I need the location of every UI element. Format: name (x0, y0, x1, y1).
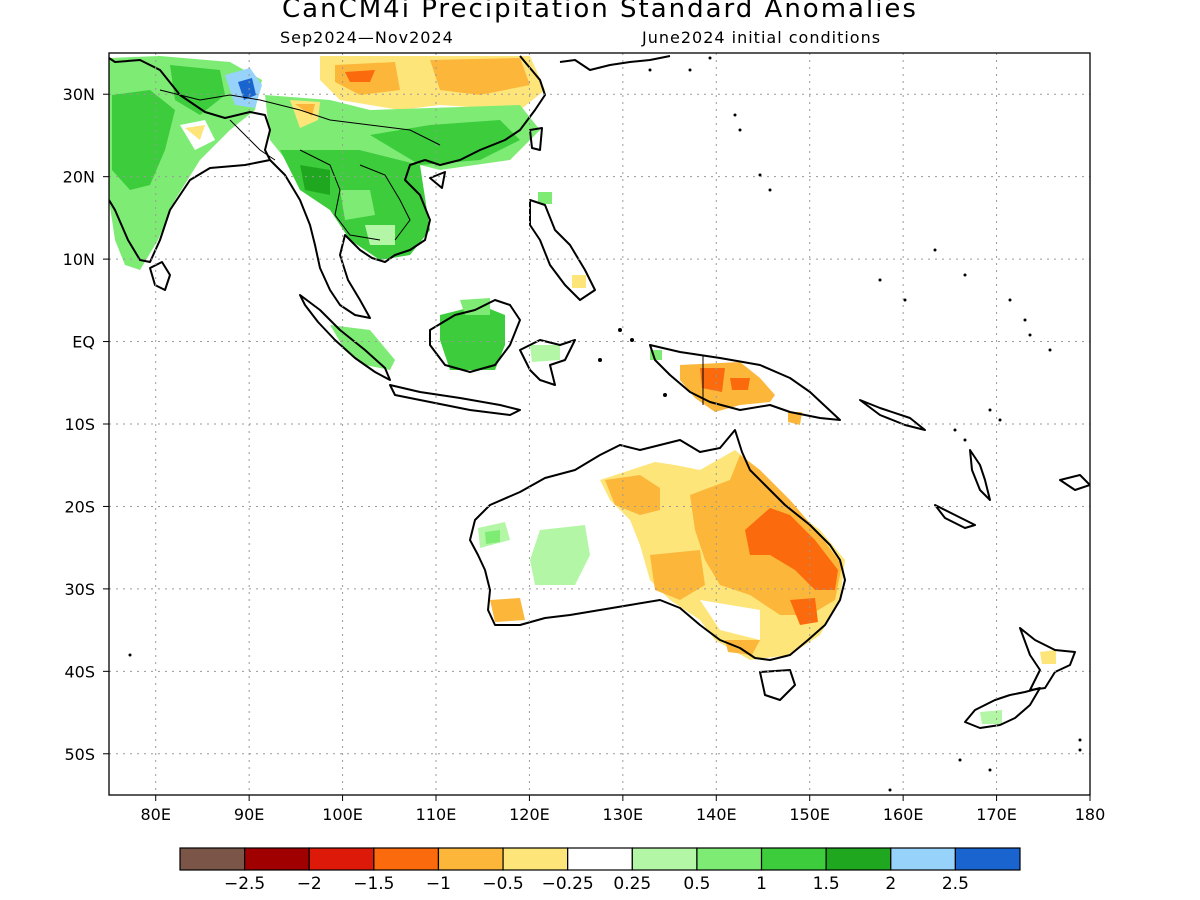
anomaly-new-guinea-dry (680, 362, 775, 412)
coast-indochina (269, 55, 546, 319)
colorbar-swatch (631, 847, 698, 871)
coast-sri-lanka (149, 261, 171, 291)
colorbar-label: −0.5 (482, 874, 523, 894)
anomaly-new-zealand-wet (980, 710, 1002, 724)
colorbar-swatch (954, 847, 1021, 871)
coast-hainan (429, 171, 446, 189)
lon-tick-label: 110E (416, 805, 457, 824)
colorbar-label: 0.5 (683, 874, 710, 894)
lon-tick-label: 170E (976, 805, 1017, 824)
lat-tick-label: 40S (64, 662, 95, 681)
coast-taiwan (529, 127, 543, 151)
lon-tick-label: 180 (1075, 805, 1106, 824)
lat-tick-label: 30S (64, 580, 95, 599)
colorbar-swatch (760, 847, 827, 871)
colorbar-label: 2 (885, 874, 896, 894)
coast-java (389, 384, 521, 416)
colorbar-swatch (179, 847, 246, 871)
coast-korea-japan (559, 55, 671, 71)
colorbar-swatch (502, 847, 569, 871)
small-islands (128, 56, 1082, 792)
coast-vanuatu (969, 449, 991, 501)
colorbar-label: 2.5 (942, 874, 969, 894)
anomaly-borneo-wet (440, 305, 505, 370)
lon-tick-label: 80E (140, 805, 170, 824)
colorbar: −2.5 −2 −1.5 −1 −0.5 −0.25 0.25 0.5 1 1.5 2 2.5 (179, 847, 1021, 894)
colorbar-label: −1.5 (353, 874, 394, 894)
lat-tick-label: 10N (63, 250, 95, 269)
colorbar-swatch (244, 847, 310, 871)
map-title: CanCM4i Precipitation Standard Anomalies (282, 0, 918, 24)
lon-tick-label: 130E (603, 805, 644, 824)
coast-new-zealand-north (1019, 627, 1076, 691)
lat-tick-label: 50S (64, 745, 95, 764)
anomaly-south-asia-wet-core (112, 90, 175, 190)
coast-tasmania (759, 669, 796, 701)
coast-sulawesi (519, 339, 576, 386)
coast-fiji (1059, 474, 1090, 491)
coast-new-caledonia (934, 504, 976, 529)
colorbar-label: −2 (297, 874, 322, 894)
coast-sumatra (299, 294, 391, 381)
initial-conditions: June2024 initial conditions (642, 28, 882, 47)
colorbar-label: 1.5 (813, 874, 840, 894)
coastlines (109, 55, 1090, 729)
coast-new-guinea (649, 344, 841, 421)
colorbar-swatch (308, 847, 375, 871)
colorbar-swatch (567, 847, 633, 871)
colorbar-swatch (890, 847, 956, 871)
colorbar-label: 0.25 (613, 874, 651, 894)
colorbar-swatch (825, 847, 892, 871)
colorbar-label: 1 (756, 874, 767, 894)
lon-tick-label: 100E (322, 805, 363, 824)
map-axes: 80E 90E 100E 110E 120E 130E 140E 150E 160E 170E 18… (63, 85, 1106, 824)
lon-tick-label: 120E (509, 805, 550, 824)
forecast-period: Sep2024—Nov2024 (280, 28, 454, 47)
anomaly-fills (109, 56, 1056, 724)
lat-tick-label: 20S (64, 497, 95, 516)
lat-tick-label: 10S (64, 415, 95, 434)
colorbar-swatch (373, 847, 440, 871)
gridlines (109, 53, 1090, 795)
lon-tick-label: 140E (696, 805, 737, 824)
lat-tick-label: 20N (63, 168, 95, 187)
lat-tick-label: EQ (72, 333, 95, 352)
lon-tick-label: 90E (234, 805, 264, 824)
lat-tick-label: 30N (63, 85, 95, 104)
coast-new-zealand-south (964, 687, 1041, 729)
colorbar-swatch (696, 847, 763, 871)
lon-tick-label: 160E (883, 805, 924, 824)
country-borders (159, 89, 704, 405)
colorbar-swatch (437, 847, 504, 871)
coast-borneo (429, 299, 521, 373)
lon-tick-label: 150E (789, 805, 830, 824)
colorbar-label: −0.25 (542, 874, 594, 894)
coast-solomons (859, 399, 926, 431)
colorbar-label: −2.5 (224, 874, 265, 894)
coast-philippines (529, 199, 596, 301)
anomaly-western-australia-wet (530, 525, 590, 585)
colorbar-label: −1 (426, 874, 451, 894)
